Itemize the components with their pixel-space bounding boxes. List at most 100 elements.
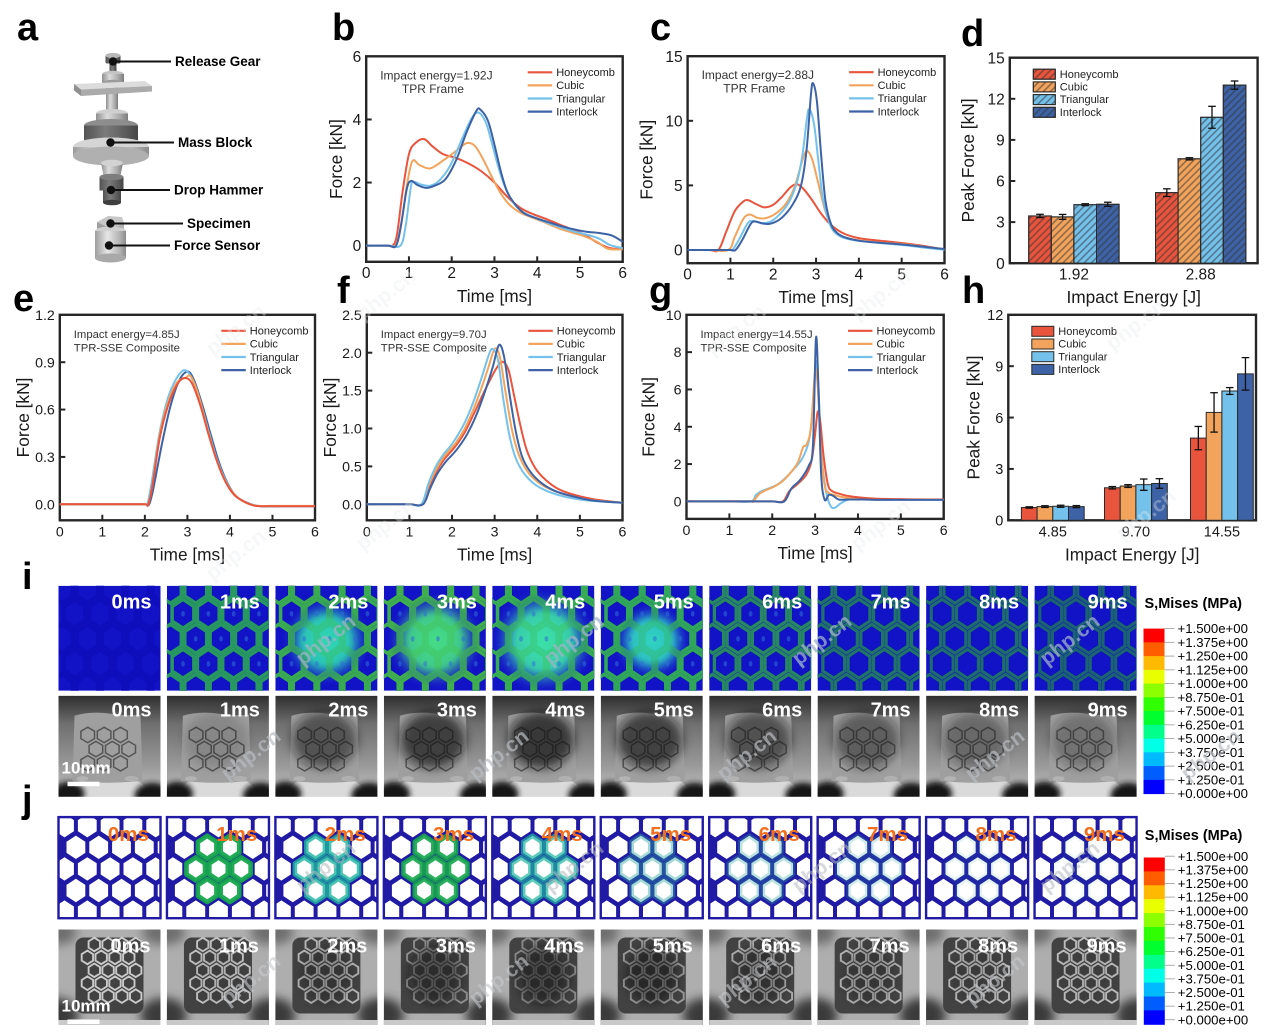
svg-text:TPR-SSE Composite: TPR-SSE Composite: [701, 342, 807, 354]
svg-text:+2.500e-01: +2.500e-01: [1178, 985, 1245, 1000]
svg-text:b: b: [332, 7, 355, 49]
svg-text:0.0: 0.0: [342, 497, 362, 513]
svg-text:3: 3: [995, 462, 1003, 478]
svg-text:Force [kN]: Force [kN]: [637, 120, 657, 200]
svg-text:2: 2: [447, 265, 456, 282]
svg-text:9: 9: [996, 133, 1005, 150]
svg-text:2: 2: [141, 525, 149, 541]
svg-text:3: 3: [491, 525, 499, 541]
svg-text:0.3: 0.3: [35, 450, 55, 466]
svg-text:Time [ms]: Time [ms]: [778, 287, 853, 307]
svg-text:e: e: [13, 278, 34, 320]
svg-text:2: 2: [674, 457, 682, 473]
svg-text:Impact energy=9.70J: Impact energy=9.70J: [381, 329, 487, 341]
svg-text:0: 0: [995, 514, 1003, 530]
svg-text:S,Mises (MPa): S,Mises (MPa): [1145, 828, 1243, 844]
svg-text:8ms: 8ms: [979, 591, 1019, 613]
svg-text:9ms: 9ms: [1088, 700, 1128, 722]
svg-text:2ms: 2ms: [328, 700, 368, 722]
svg-text:+6.250e-01: +6.250e-01: [1178, 718, 1245, 733]
svg-text:2: 2: [353, 175, 362, 192]
svg-text:0: 0: [674, 495, 682, 511]
svg-text:Force [kN]: Force [kN]: [13, 378, 33, 458]
svg-text:0: 0: [674, 243, 683, 260]
svg-text:Honeycomb: Honeycomb: [878, 67, 937, 79]
svg-text:6: 6: [940, 523, 948, 539]
svg-text:1.2: 1.2: [35, 308, 55, 324]
svg-text:Force [kN]: Force [kN]: [320, 378, 340, 458]
svg-text:Peak Force [kN]: Peak Force [kN]: [963, 356, 983, 480]
svg-text:+7.500e-01: +7.500e-01: [1178, 931, 1245, 946]
svg-text:7ms: 7ms: [870, 936, 910, 958]
svg-text:6ms: 6ms: [761, 936, 801, 958]
svg-text:+8.750e-01: +8.750e-01: [1178, 917, 1245, 932]
svg-text:5: 5: [576, 265, 585, 282]
svg-text:Honeycomb: Honeycomb: [1058, 326, 1117, 338]
svg-text:0ms: 0ms: [111, 700, 151, 722]
svg-text:+1.125e+00: +1.125e+00: [1178, 890, 1248, 905]
svg-text:4.85: 4.85: [1039, 525, 1067, 541]
svg-text:Triangular: Triangular: [250, 352, 299, 364]
svg-text:8: 8: [674, 345, 682, 361]
svg-text:d: d: [961, 13, 984, 55]
svg-text:Cubic: Cubic: [250, 339, 279, 351]
svg-text:Specimen: Specimen: [187, 216, 251, 231]
svg-text:g: g: [649, 270, 672, 312]
svg-text:+1.250e+00: +1.250e+00: [1178, 876, 1248, 891]
svg-text:Time [ms]: Time [ms]: [777, 543, 852, 563]
svg-text:4: 4: [533, 525, 541, 541]
svg-text:0: 0: [56, 525, 64, 541]
svg-text:+1.375e+00: +1.375e+00: [1178, 635, 1248, 650]
svg-text:6: 6: [618, 265, 627, 282]
svg-text:Triangular: Triangular: [877, 352, 926, 364]
svg-text:Impact energy=4.85J: Impact energy=4.85J: [74, 329, 180, 341]
svg-text:7ms: 7ms: [871, 700, 911, 722]
svg-text:+0.000e+00: +0.000e+00: [1178, 1012, 1248, 1027]
svg-text:3ms: 3ms: [433, 823, 474, 846]
svg-text:+7.500e-01: +7.500e-01: [1178, 704, 1245, 719]
svg-text:3ms: 3ms: [437, 700, 477, 722]
svg-text:0.5: 0.5: [342, 460, 362, 476]
svg-text:9ms: 9ms: [1088, 591, 1128, 613]
svg-text:Cubic: Cubic: [878, 80, 907, 92]
svg-text:2.5: 2.5: [342, 308, 362, 324]
svg-text:0: 0: [996, 256, 1005, 273]
svg-text:6: 6: [940, 266, 949, 283]
svg-text:1: 1: [405, 265, 414, 282]
svg-text:TPR Frame: TPR Frame: [402, 82, 464, 96]
svg-text:Force Sensor: Force Sensor: [174, 238, 261, 253]
svg-text:Cubic: Cubic: [557, 339, 586, 351]
svg-text:Impact Energy [J]: Impact Energy [J]: [1065, 544, 1199, 564]
svg-text:+1.125e+00: +1.125e+00: [1178, 663, 1248, 678]
svg-text:8ms: 8ms: [975, 823, 1016, 846]
svg-text:1: 1: [98, 525, 106, 541]
svg-text:5: 5: [576, 525, 584, 541]
svg-text:3: 3: [183, 525, 191, 541]
svg-text:1: 1: [725, 523, 733, 539]
svg-text:9ms: 9ms: [1084, 823, 1125, 846]
svg-text:10mm: 10mm: [62, 997, 111, 1016]
svg-text:Interlock: Interlock: [1060, 107, 1102, 119]
svg-text:8ms: 8ms: [979, 700, 1019, 722]
svg-text:c: c: [650, 7, 671, 49]
svg-text:j: j: [21, 779, 33, 821]
svg-text:1ms: 1ms: [216, 823, 257, 846]
svg-text:4: 4: [226, 525, 234, 541]
svg-text:Force [kN]: Force [kN]: [326, 119, 346, 199]
svg-text:Honeycomb: Honeycomb: [557, 326, 616, 338]
svg-text:5ms: 5ms: [650, 823, 691, 846]
svg-text:+1.000e+00: +1.000e+00: [1178, 903, 1248, 918]
svg-text:1ms: 1ms: [219, 936, 259, 958]
svg-text:Triangular: Triangular: [1060, 94, 1109, 106]
svg-text:Impact energy=2.88J: Impact energy=2.88J: [702, 68, 814, 82]
svg-text:S,Mises (MPa): S,Mises (MPa): [1145, 596, 1243, 612]
svg-text:5ms: 5ms: [653, 936, 693, 958]
svg-text:6: 6: [995, 411, 1003, 427]
svg-text:Interlock: Interlock: [557, 365, 599, 377]
svg-text:Triangular: Triangular: [557, 352, 606, 364]
svg-text:3: 3: [811, 523, 819, 539]
svg-text:6: 6: [674, 383, 682, 399]
svg-text:+5.000e-01: +5.000e-01: [1178, 731, 1245, 746]
svg-text:Honeycomb: Honeycomb: [250, 326, 309, 338]
svg-text:+1.250e-01: +1.250e-01: [1178, 773, 1245, 788]
